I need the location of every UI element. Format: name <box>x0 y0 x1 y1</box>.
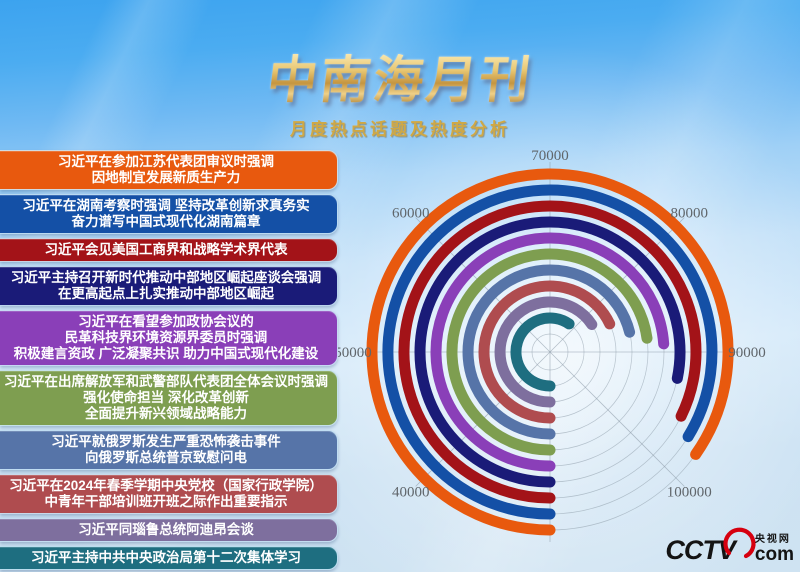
topic-line: 全面提升新兴领域战略能力 <box>85 406 247 421</box>
angular-tick-label: 80000 <box>671 206 709 222</box>
angular-tick-label: 90000 <box>728 345 766 361</box>
topic-line: 习近平就俄罗斯发生严重恐怖袭击事件 <box>51 434 281 449</box>
heat-arc-4 <box>414 216 686 488</box>
topic-line: 习近平主持召开新时代推动中部地区崛起座谈会强调 <box>10 270 322 285</box>
grid-spoke <box>549 217 685 353</box>
topic-item-7: 习近平就俄罗斯发生严重恐怖袭击事件 向俄罗斯总统普京致慰问电 <box>0 430 338 470</box>
topic-item-3: 习近平会见美国工商界和战略学术界代表 <box>0 238 338 262</box>
cctv-logo-com-text: com <box>754 544 794 565</box>
grid-circle <box>531 333 569 371</box>
heat-arc-6 <box>446 248 653 456</box>
angular-tick-label: 50000 <box>334 345 372 361</box>
heat-arc-9 <box>494 296 598 408</box>
topic-line: 积极建言资政 广泛凝聚共识 助力中国式现代化建设 <box>13 346 319 361</box>
page-title: 中南海月刊 <box>227 52 573 108</box>
grid-circle <box>467 269 633 435</box>
grid-circle <box>451 253 649 451</box>
topic-line: 习近平在2024年春季学期中央党校（国家行政学院） <box>9 478 323 493</box>
heat-arc-1 <box>366 168 734 536</box>
topic-line: 民革科技界环境资源界委员时强调 <box>64 330 268 345</box>
heat-arc-7 <box>462 264 636 440</box>
grid-circle <box>419 221 681 483</box>
grid-spoke <box>549 351 685 487</box>
topic-item-9: 习近平同瑙鲁总统阿迪昂会谈 <box>0 518 338 542</box>
topic-line: 习近平在参加江苏代表团审议时强调 <box>58 154 274 169</box>
topic-line: 习近平同瑙鲁总统阿迪昂会谈 <box>78 522 254 537</box>
topic-line: 向俄罗斯总统普京致慰问电 <box>85 450 247 465</box>
cctv-swoosh-icon <box>723 527 756 559</box>
topic-line: 在更高起点上扎实推动中部地区崛起 <box>58 286 274 301</box>
grid-spoke <box>415 351 551 487</box>
topic-list: 习近平在参加江苏代表团审议时强调 因地制宜发展新质生产力 习近平在湖南考察时强调 坚… <box>0 150 338 570</box>
topic-item-2: 习近平在湖南考察时强调 坚持改革创新求真务实 奋力谱写中国式现代化湖南篇章 <box>0 194 338 234</box>
grid-circle <box>499 301 601 403</box>
cctv-logo: CCTV 央视网 com <box>665 522 794 564</box>
topic-line: 因地制宜发展新质生产力 <box>91 170 241 185</box>
topic-line: 习近平主持中共中央政治局第十二次集体学习 <box>31 550 301 565</box>
angular-tick-label: 40000 <box>392 484 430 500</box>
cctv-logo-cn-text: 央视网 <box>754 534 791 545</box>
grid-circle <box>371 173 729 531</box>
topic-line: 强化使命担当 深化改革创新 <box>83 390 249 405</box>
heat-arc-2 <box>382 184 718 520</box>
grid-circle <box>515 317 585 387</box>
grid-circle <box>483 285 617 419</box>
heat-arc-8 <box>478 280 616 424</box>
angular-tick-label: 70000 <box>531 148 569 164</box>
topic-item-10: 习近平主持中共中央政治局第十二次集体学习 <box>0 546 338 570</box>
topic-item-6: 习近平在出席解放军和武警部队代表团全体会议时强调 强化使命担当 深化改革创新 全面提… <box>0 370 338 426</box>
topic-item-8: 习近平在2024年春季学期中央党校（国家行政学院） 中青年干部培训班开班之际作出重… <box>0 474 338 514</box>
topic-line: 习近平会见美国工商界和战略学术界代表 <box>44 242 288 257</box>
heat-arc-3 <box>398 200 702 504</box>
grid-circle <box>387 189 713 515</box>
grid-circle <box>403 205 697 499</box>
topic-item-1: 习近平在参加江苏代表团审议时强调 因地制宜发展新质生产力 <box>0 150 338 190</box>
topic-line: 习近平在湖南考察时强调 坚持改革创新求真务实 <box>22 198 310 213</box>
topic-item-4: 习近平主持召开新时代推动中部地区崛起座谈会强调 在更高起点上扎实推动中部地区崛起 <box>0 266 338 306</box>
heat-arc-5 <box>430 232 670 472</box>
topic-line: 习近平在看望参加政协会议的 <box>78 314 254 329</box>
topic-line: 中青年干部培训班开班之际作出重要指示 <box>44 494 288 509</box>
topic-line: 奋力谱写中国式现代化湖南篇章 <box>71 214 261 229</box>
angular-tick-label: 100000 <box>667 484 712 500</box>
header: 中南海月刊 月度热点话题及热度分析 <box>227 52 573 140</box>
angular-tick-label: 60000 <box>392 206 430 222</box>
grid-circle <box>435 237 665 467</box>
cctv-logo-suffix: 央视网 com <box>754 534 794 565</box>
grid-spoke <box>415 217 551 353</box>
topic-line: 习近平在出席解放军和武警部队代表团全体会议时强调 <box>4 374 328 389</box>
heat-arc-10 <box>510 312 575 392</box>
topic-item-5: 习近平在看望参加政协会议的 民革科技界环境资源界委员时强调 积极建言资政 广泛凝聚共… <box>0 310 338 366</box>
page-subtitle: 月度热点话题及热度分析 <box>290 119 510 139</box>
